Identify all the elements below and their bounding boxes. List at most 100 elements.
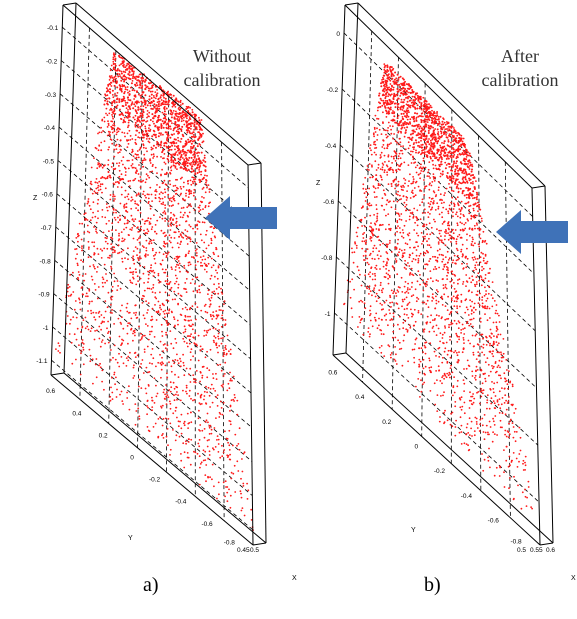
- data-point: [415, 118, 418, 120]
- data-point: [405, 290, 408, 293]
- data-point: [155, 395, 158, 398]
- data-point: [457, 204, 460, 207]
- data-point: [418, 371, 421, 374]
- data-point: [378, 229, 380, 232]
- box-edge: [247, 162, 262, 166]
- data-point: [195, 159, 198, 162]
- data-point: [108, 146, 110, 149]
- data-point: [156, 107, 159, 110]
- data-point: [436, 124, 439, 127]
- data-point: [187, 159, 190, 162]
- data-point: [166, 127, 168, 130]
- data-point: [208, 425, 211, 427]
- data-point: [236, 413, 239, 416]
- data-point: [168, 234, 171, 237]
- data-point: [148, 362, 151, 364]
- data-point: [111, 131, 114, 134]
- data-point: [420, 390, 423, 393]
- data-point: [391, 112, 393, 114]
- data-point: [69, 294, 72, 297]
- data-point: [412, 118, 415, 120]
- data-point: [527, 480, 530, 483]
- data-point: [152, 129, 155, 132]
- data-point: [148, 115, 150, 118]
- data-point: [134, 134, 137, 137]
- data-point: [190, 170, 193, 173]
- data-point: [513, 497, 515, 500]
- data-point: [207, 476, 210, 479]
- data-point: [440, 229, 442, 232]
- data-point: [190, 205, 193, 208]
- data-point: [496, 351, 499, 354]
- data-point: [129, 267, 132, 270]
- data-point: [406, 118, 409, 121]
- data-point: [415, 241, 417, 244]
- data-point: [450, 141, 452, 144]
- z-axis-label: Z: [33, 195, 38, 202]
- data-point: [165, 123, 168, 126]
- data-point: [479, 317, 482, 320]
- data-point: [428, 330, 431, 333]
- data-point: [179, 365, 182, 368]
- data-point: [379, 268, 381, 270]
- data-point: [97, 149, 100, 152]
- data-point: [115, 94, 118, 97]
- data-point: [170, 113, 173, 116]
- data-point: [148, 287, 151, 290]
- data-point: [188, 395, 191, 397]
- data-point: [148, 130, 151, 132]
- data-point: [175, 130, 178, 133]
- data-point: [120, 149, 122, 151]
- data-point: [116, 162, 118, 165]
- data-point: [450, 323, 452, 326]
- data-point: [397, 307, 400, 310]
- data-point: [439, 130, 442, 133]
- data-point: [134, 77, 137, 80]
- data-point: [482, 431, 485, 433]
- data-point: [198, 288, 201, 291]
- data-point: [463, 442, 466, 445]
- data-point: [97, 163, 100, 166]
- data-point: [459, 305, 461, 308]
- data-point: [172, 429, 174, 431]
- data-point: [450, 201, 453, 204]
- data-point: [470, 420, 473, 423]
- data-point: [182, 111, 185, 114]
- data-point: [187, 271, 189, 274]
- data-point: [475, 333, 478, 336]
- data-point: [169, 288, 172, 291]
- data-point: [69, 322, 71, 325]
- data-point: [101, 209, 104, 211]
- data-point: [214, 275, 216, 278]
- data-point: [104, 99, 107, 102]
- data-point: [413, 207, 416, 210]
- data-point: [150, 107, 153, 110]
- data-point: [177, 202, 180, 205]
- data-point: [435, 279, 438, 282]
- data-point: [149, 222, 152, 225]
- data-point: [169, 219, 172, 221]
- data-point: [77, 278, 80, 280]
- data-point: [193, 381, 196, 383]
- data-point: [174, 117, 176, 120]
- data-point: [132, 255, 135, 258]
- data-point: [403, 266, 406, 269]
- data-point: [489, 344, 491, 347]
- data-point: [140, 337, 143, 340]
- data-point: [157, 300, 160, 303]
- data-point: [500, 356, 503, 359]
- data-point: [513, 475, 515, 478]
- data-point: [141, 81, 144, 83]
- data-point: [174, 126, 177, 129]
- data-point: [144, 181, 147, 184]
- data-point: [172, 153, 175, 156]
- data-point: [106, 94, 109, 97]
- data-point: [400, 219, 403, 221]
- data-point: [481, 269, 483, 272]
- data-point: [377, 182, 380, 185]
- data-point: [219, 363, 222, 366]
- data-point: [106, 209, 109, 212]
- data-point: [412, 148, 415, 151]
- data-point: [163, 96, 165, 99]
- data-point: [134, 202, 137, 205]
